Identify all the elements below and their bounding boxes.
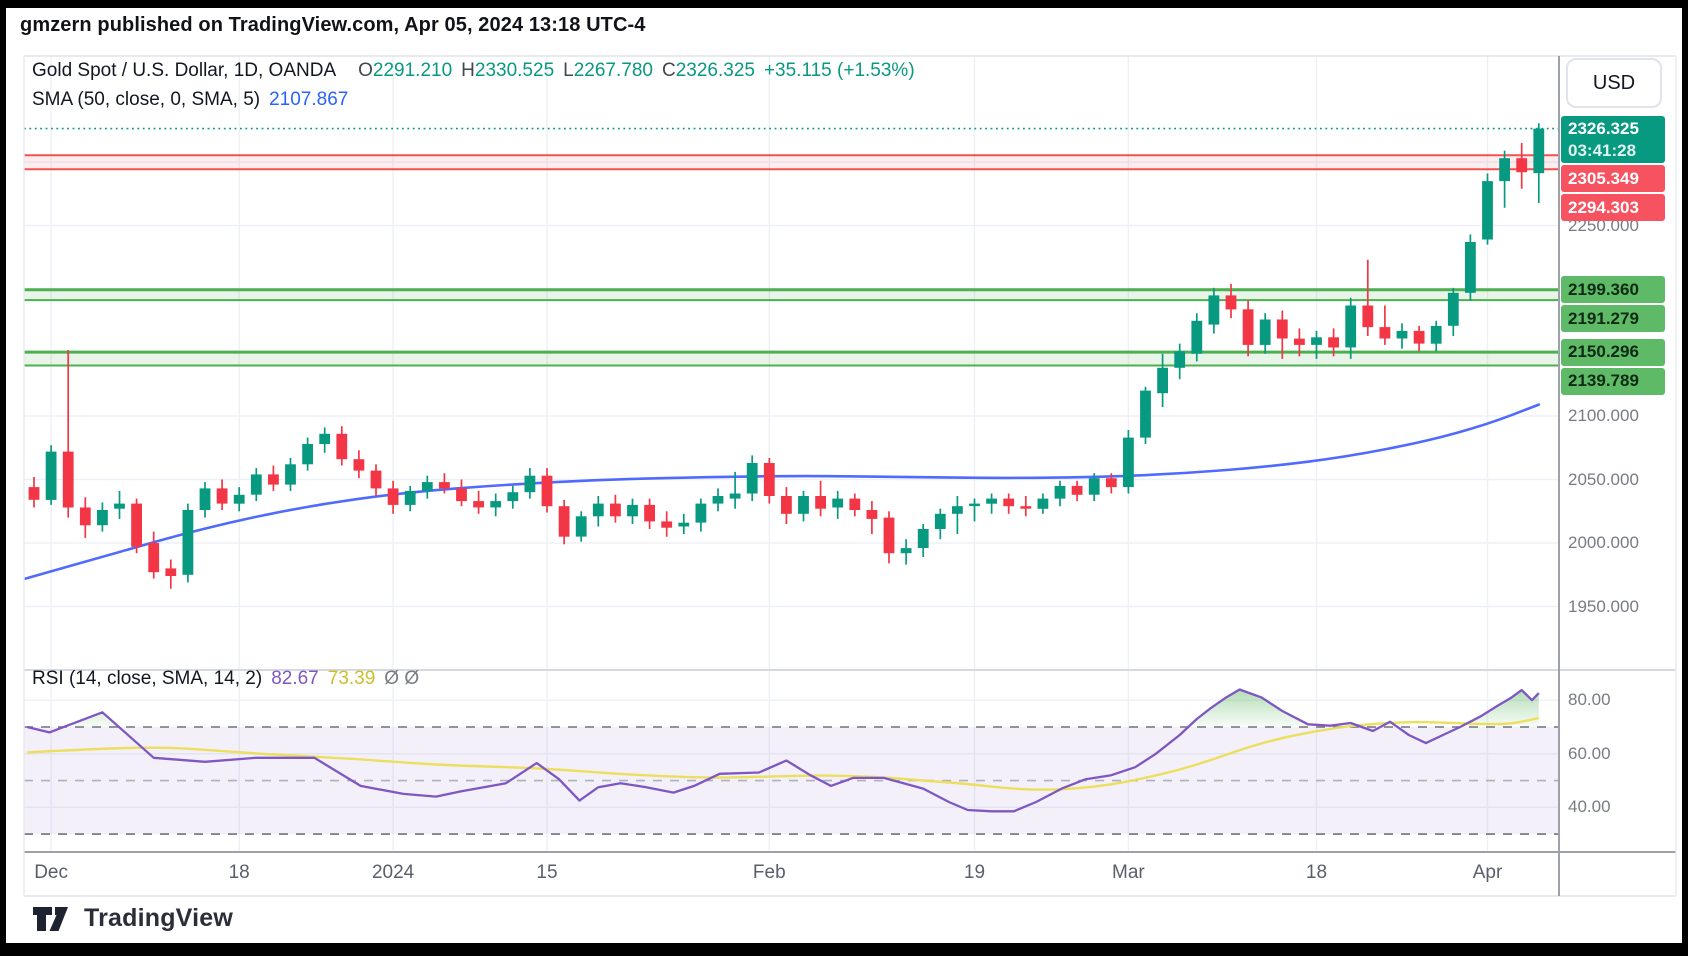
- current-price-value: 2326.325: [1568, 118, 1639, 138]
- alert-level-label: 2294.303: [1561, 194, 1665, 222]
- published-caption: gmzern published on TradingView.com, Apr…: [20, 14, 646, 36]
- time-axis-label: 18: [228, 862, 250, 883]
- time-axis-label: Mar: [1112, 862, 1145, 883]
- time-axis-label: 18: [1305, 862, 1328, 883]
- tradingview-wordmark: TradingView: [84, 904, 234, 932]
- tradingview-logo[interactable]: TradingView: [32, 904, 233, 933]
- rsi-hidden-bands: Ø Ø: [384, 668, 420, 689]
- open-value: O2291.210: [358, 60, 453, 81]
- chart-canvas[interactable]: [6, 8, 1682, 943]
- rsi-grid-label: 60.00: [1568, 743, 1611, 763]
- support-level-label: 2191.279: [1561, 305, 1665, 333]
- symbol-legend[interactable]: Gold Spot / U.S. Dollar, 1D, OANDA O2291…: [32, 60, 915, 82]
- time-axis-label: Dec: [34, 862, 68, 883]
- rsi-grid-label: 40.00: [1568, 797, 1611, 817]
- close-value: C2326.325: [661, 60, 755, 81]
- sma-value: 2107.867: [269, 89, 349, 110]
- rsi-label: RSI (14, close, SMA, 14, 2): [32, 668, 263, 689]
- high-value: H2330.525: [461, 60, 555, 81]
- alert-level-label: 2305.349: [1561, 165, 1665, 193]
- rsi-legend[interactable]: RSI (14, close, SMA, 14, 2) 82.67 73.39 …: [32, 668, 419, 690]
- rsi-ma-value: 73.39: [327, 668, 376, 689]
- support-level-label: 2199.360: [1561, 276, 1665, 304]
- current-price-label: 2326.325 03:41:28: [1561, 116, 1665, 164]
- currency-label: USD: [1592, 71, 1636, 94]
- change-value: +35.115 (+1.53%): [763, 60, 915, 81]
- symbol-title: Gold Spot / U.S. Dollar, 1D, OANDA: [32, 60, 337, 81]
- time-axis-label: 2024: [371, 862, 415, 883]
- support-level-label: 2139.789: [1561, 367, 1665, 395]
- sma-label: SMA (50, close, 0, SMA, 5): [32, 89, 261, 110]
- price-grid-label: 2050.000: [1568, 469, 1639, 489]
- rsi-grid-label: 80.00: [1568, 690, 1611, 710]
- rsi-value: 82.67: [271, 668, 319, 689]
- low-value: L2267.780: [563, 60, 653, 81]
- support-level-label: 2150.296: [1561, 338, 1665, 366]
- sma-legend[interactable]: SMA (50, close, 0, SMA, 5) 2107.867: [32, 89, 348, 111]
- time-axis-label: 19: [963, 862, 986, 883]
- currency-toggle-button[interactable]: USD: [1566, 58, 1662, 108]
- time-axis-label: 15: [536, 862, 558, 883]
- bar-countdown: 03:41:28: [1568, 140, 1637, 160]
- chart-frame: gmzern published on TradingView.com, Apr…: [6, 8, 1682, 943]
- price-grid-label: 2000.000: [1568, 533, 1639, 552]
- tradingview-mark-icon: [33, 906, 68, 931]
- price-grid-label: 2100.000: [1568, 406, 1639, 425]
- time-axis-label: Apr: [1472, 862, 1503, 883]
- price-grid-label: 1950.000: [1568, 596, 1639, 616]
- time-axis-label: Feb: [752, 862, 786, 883]
